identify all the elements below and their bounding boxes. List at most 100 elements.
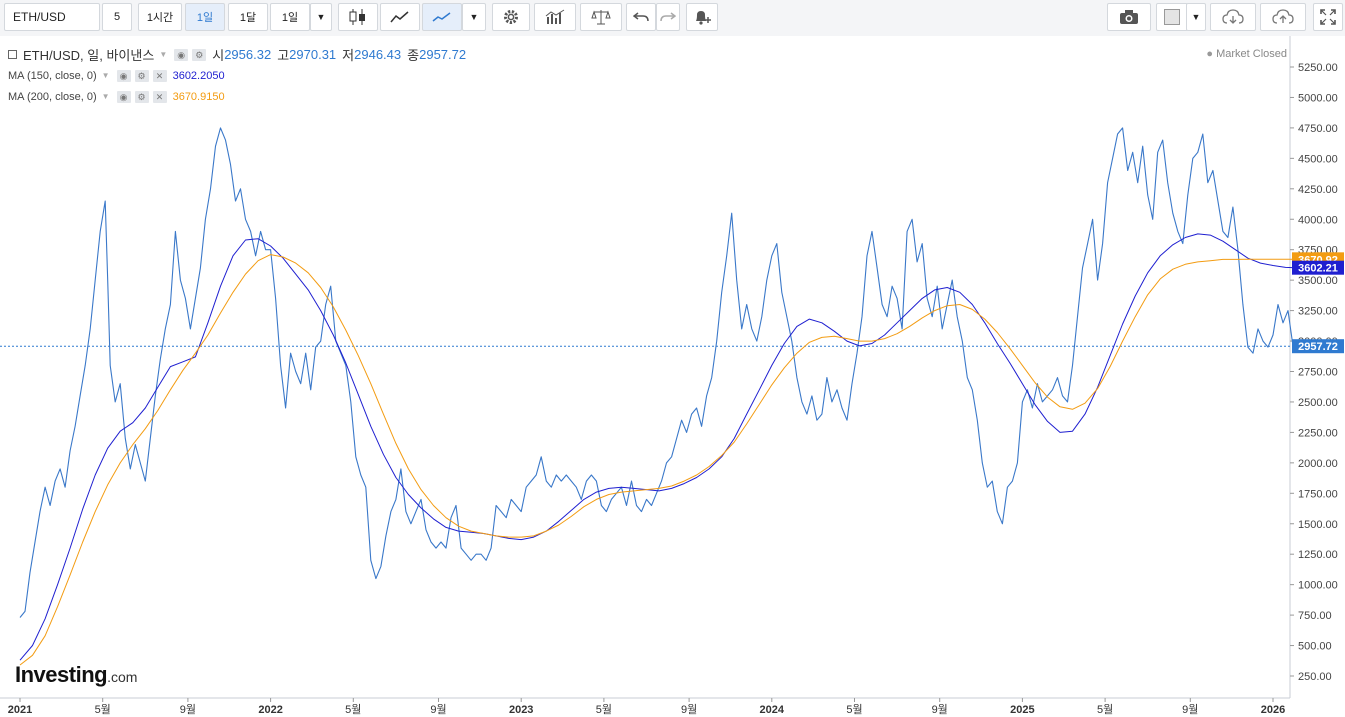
settings-button[interactable] [492, 3, 530, 31]
eye-icon[interactable]: ◉ [116, 69, 131, 82]
fullscreen-icon [1320, 9, 1336, 25]
x-tick-label: 2023 [509, 704, 533, 716]
x-tick-label: 2024 [760, 704, 785, 716]
interval-current-button[interactable]: 1일 [270, 3, 310, 31]
eye-icon[interactable]: ◉ [174, 48, 189, 61]
x-tick-label: 2025 [1010, 704, 1034, 716]
line-style-button[interactable] [422, 3, 462, 31]
eye-icon[interactable]: ◉ [116, 90, 131, 103]
y-tick-label: 1750.00 [1298, 488, 1338, 500]
y-tick-label: 2750.00 [1298, 367, 1338, 379]
high-value: 2970.31 [289, 47, 337, 62]
undo-button[interactable] [626, 3, 656, 31]
ma200-label: MA (200, close, 0) [8, 90, 97, 103]
indicators-button[interactable] [534, 3, 576, 31]
chevron-down-icon: ▼ [1191, 12, 1201, 22]
close-icon[interactable]: ✕ [152, 69, 167, 82]
area-style-button[interactable] [380, 3, 420, 31]
camera-icon [1120, 10, 1138, 24]
x-tick-label: 5월 [596, 703, 612, 716]
ma150-legend: MA (150, close, 0) ▼ ◉ ⚙ ✕ 3602.2050 [8, 65, 466, 86]
ma200-legend: MA (200, close, 0) ▼ ◉ ⚙ ✕ 3670.9150 [8, 86, 466, 107]
open-value: 2956.32 [224, 47, 272, 62]
gear-icon [504, 10, 518, 24]
chevron-down-icon[interactable]: ▼ [159, 50, 168, 59]
close-label: 종 [407, 48, 420, 63]
chart-area[interactable]: 250.00 500.00 750.00 1000.00 1250.00 1500.00 1… [0, 36, 1345, 717]
ma200-line[interactable] [19, 254, 1296, 666]
theme-dropdown-button[interactable]: ▼ [1186, 3, 1206, 31]
interval-dropdown-button[interactable]: ▼ [310, 3, 332, 31]
y-tick-label: 750.00 [1298, 610, 1332, 622]
load-layout-button[interactable] [1210, 3, 1256, 31]
high-label: 고 [277, 48, 290, 63]
y-tick-label: 4500.00 [1298, 153, 1338, 165]
close-icon[interactable]: ✕ [152, 90, 167, 103]
chart-toolbar: ETH/USD 5 1시간 1일 1달 1일 ▼ ▼ ▼ [0, 0, 1345, 37]
market-status: ● Market Closed [1206, 48, 1287, 60]
x-tick-label: 2021 [8, 704, 32, 716]
y-tick-label: 4750.00 [1298, 123, 1338, 135]
ma150-line[interactable] [19, 233, 1296, 661]
y-tick-label: 4000.00 [1298, 214, 1338, 226]
interval-5-button[interactable]: 5 [102, 3, 132, 31]
time-axis[interactable] [0, 699, 1290, 717]
cloud-upload-icon [1272, 9, 1294, 24]
color-theme-button[interactable] [1156, 3, 1188, 31]
symbol-search-input[interactable]: ETH/USD [4, 3, 100, 31]
low-value: 2946.43 [354, 47, 402, 62]
gear-icon[interactable]: ⚙ [134, 69, 149, 82]
fullscreen-button[interactable] [1313, 3, 1343, 31]
series-title: ETH/USD, 일, 바이낸스 [23, 48, 155, 63]
symbol-text: ETH/USD [13, 10, 66, 24]
x-tick-label: 2022 [258, 704, 282, 716]
close-value: 2957.72 [419, 47, 467, 62]
y-tick-label: 3250.00 [1298, 306, 1338, 318]
redo-button[interactable] [656, 3, 680, 31]
interval-1m-button[interactable]: 1달 [228, 3, 268, 31]
low-label: 저 [342, 48, 355, 63]
open-label: 시 [212, 48, 225, 63]
y-tick-label: 1000.00 [1298, 580, 1338, 592]
screenshot-button[interactable] [1107, 3, 1151, 31]
price-line[interactable] [19, 127, 1294, 618]
gear-icon[interactable]: ⚙ [192, 48, 207, 61]
candles-style-button[interactable] [338, 3, 378, 31]
chart-background[interactable] [0, 36, 1345, 717]
scale-icon [591, 10, 611, 25]
compare-button[interactable] [580, 3, 622, 31]
y-tick-label: 250.00 [1298, 671, 1332, 683]
y-tick-label: 2500.00 [1298, 397, 1338, 409]
y-tick-label: 4250.00 [1298, 184, 1338, 196]
price-chart[interactable]: 250.00 500.00 750.00 1000.00 1250.00 1500.00 1… [0, 36, 1345, 717]
chevron-down-icon: ▼ [316, 12, 326, 22]
save-layout-button[interactable] [1260, 3, 1306, 31]
line-chart-icon [432, 12, 451, 22]
ma150-value: 3602.2050 [172, 69, 225, 82]
y-tick-label: 5250.00 [1298, 62, 1338, 74]
x-tick-label: 5월 [846, 703, 862, 716]
chevron-down-icon[interactable]: ▼ [101, 92, 110, 101]
interval-5-label: 5 [113, 11, 121, 23]
add-alert-button[interactable] [686, 3, 718, 31]
ma150-price-tag: 3602.21 [1298, 263, 1338, 275]
indicators-icon [545, 9, 565, 24]
style-dropdown-button[interactable]: ▼ [462, 3, 486, 31]
redo-icon [660, 12, 676, 22]
x-tick-label: 9월 [681, 703, 697, 716]
interval-1h-button[interactable]: 1시간 [138, 3, 182, 31]
chevron-down-icon[interactable]: ▼ [101, 71, 110, 80]
collapse-legend-icon[interactable] [8, 50, 17, 59]
x-tick-label: 9월 [932, 703, 948, 716]
logo-main: Investing [15, 662, 108, 687]
main-series-legend: ETH/USD, 일, 바이낸스 ▼ ◉ ⚙ 시 2956.32 고 2970.31… [8, 44, 466, 65]
interval-1d-label: 1일 [196, 12, 214, 24]
price-axis[interactable] [1291, 36, 1345, 717]
bell-plus-icon [696, 11, 711, 25]
candlestick-icon [349, 9, 365, 25]
interval-1d-button[interactable]: 1일 [185, 3, 225, 31]
x-tick-label: 5월 [1097, 703, 1113, 716]
last-price-tag: 2957.72 [1298, 341, 1338, 353]
gear-icon[interactable]: ⚙ [134, 90, 149, 103]
x-tick-label: 9월 [180, 703, 196, 716]
